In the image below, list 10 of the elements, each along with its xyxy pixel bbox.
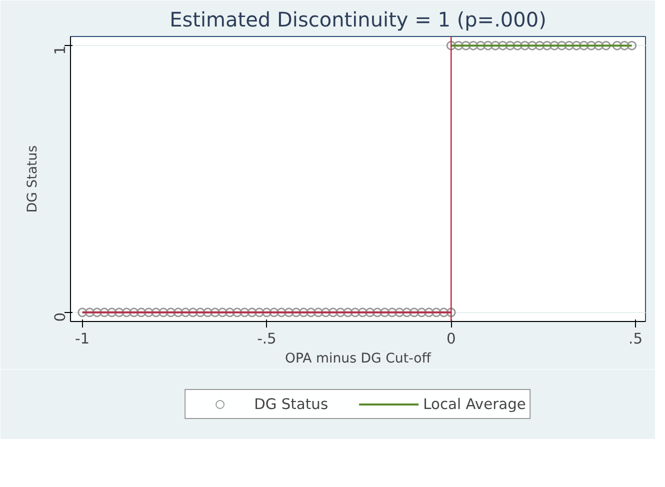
x-tick-label: -1 (74, 330, 90, 348)
legend-label: DG Status (254, 396, 328, 412)
chart-title: Estimated Discontinuity = 1 (p=.000) (170, 8, 546, 32)
x-tick-label: .5 (628, 330, 643, 348)
x-tick-label: -.5 (257, 330, 276, 348)
legend-label: Local Average (423, 396, 526, 412)
x-axis-title: OPA minus DG Cut-off (285, 352, 432, 366)
y-axis-title: DG Status (26, 145, 40, 213)
y-tick-label: 1 (52, 46, 69, 55)
x-tick-label: 0 (446, 330, 456, 348)
